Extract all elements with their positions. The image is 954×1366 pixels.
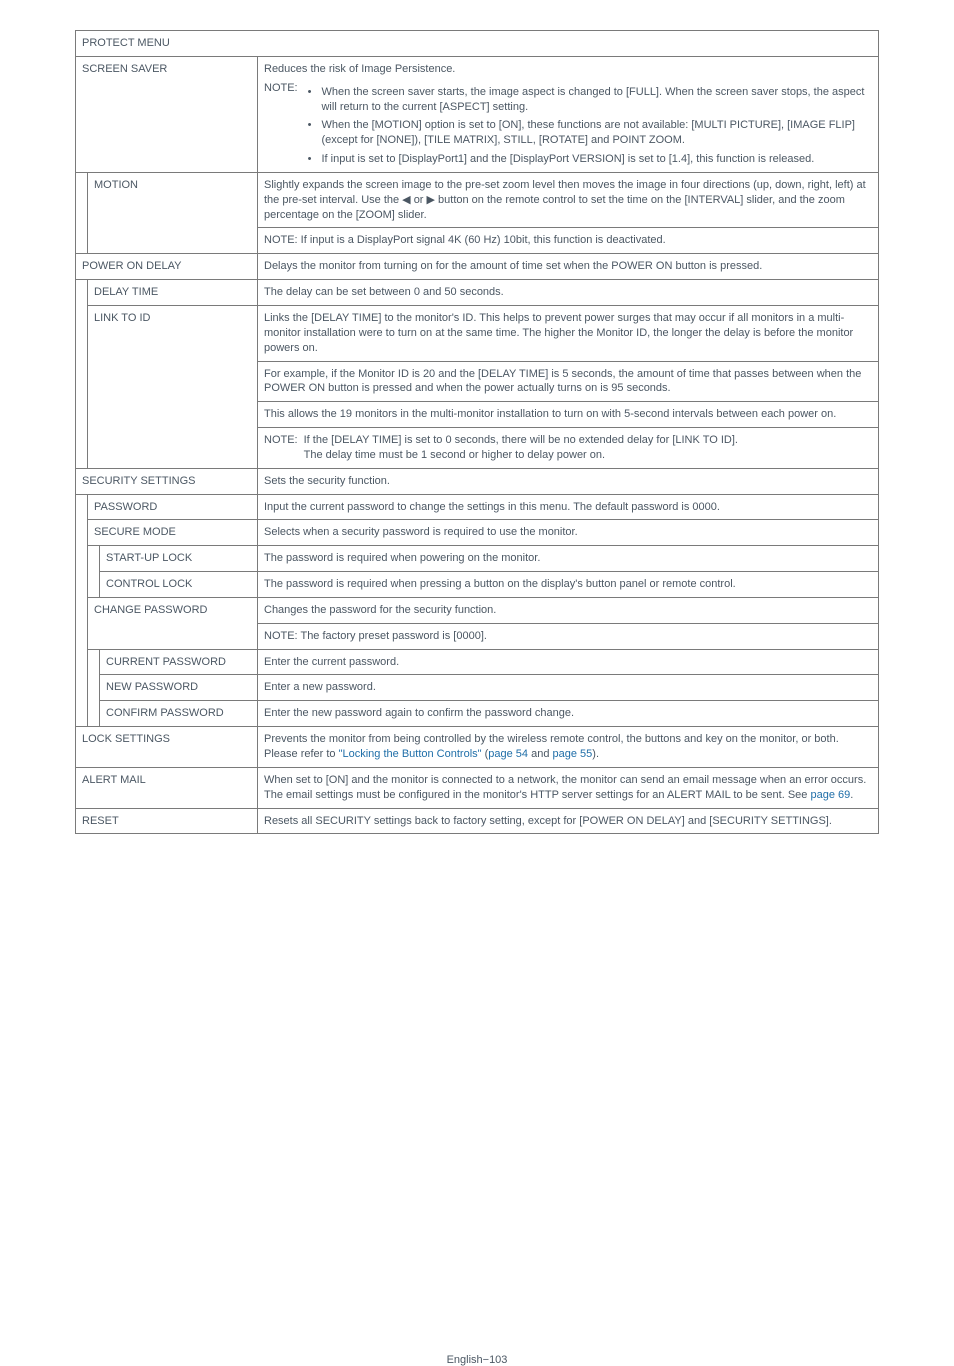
security-settings-label: SECURITY SETTINGS	[76, 468, 258, 494]
new-password-desc: Enter a new password.	[258, 675, 879, 701]
link-to-id-p1: Links the [DELAY TIME] to the monitor's …	[258, 305, 879, 361]
screen-saver-note-2: When the [MOTION] option is set to [ON],…	[321, 118, 872, 148]
alert-mail-desc: When set to [ON] and the monitor is conn…	[258, 767, 879, 808]
screen-saver-desc: Reduces the risk of Image Persistence. N…	[258, 56, 879, 172]
power-on-delay-label: POWER ON DELAY	[76, 254, 258, 280]
current-password-label: CURRENT PASSWORD	[100, 649, 258, 675]
lock-settings-link2[interactable]: page 54	[488, 748, 528, 760]
screen-saver-notes: When the screen saver starts, the image …	[304, 81, 872, 167]
table-header: PROTECT MENU	[76, 31, 879, 57]
indent-cell	[88, 649, 100, 727]
current-password-desc: Enter the current password.	[258, 649, 879, 675]
lock-settings-link1[interactable]: "Locking the Button Controls"	[339, 748, 482, 760]
lock-settings-link3[interactable]: page 55	[553, 748, 593, 760]
lock-settings-post: ).	[592, 748, 599, 760]
confirm-password-desc: Enter the new password again to confirm …	[258, 701, 879, 727]
link-to-id-label: LINK TO ID	[88, 305, 258, 468]
indent-cell	[76, 494, 88, 727]
note-label: NOTE:	[264, 81, 298, 96]
secure-mode-label: SECURE MODE	[88, 520, 258, 546]
password-label: PASSWORD	[88, 494, 258, 520]
motion-desc: Slightly expands the screen image to the…	[258, 172, 879, 228]
secure-mode-desc: Selects when a security password is requ…	[258, 520, 879, 546]
screen-saver-intro: Reduces the risk of Image Persistence.	[264, 62, 872, 77]
alert-mail-label: ALERT MAIL	[76, 767, 258, 808]
startup-lock-desc: The password is required when powering o…	[258, 546, 879, 572]
confirm-password-label: CONFIRM PASSWORD	[100, 701, 258, 727]
startup-lock-label: START-UP LOCK	[100, 546, 258, 572]
change-password-note: NOTE: The factory preset password is [00…	[258, 623, 879, 649]
reset-label: RESET	[76, 808, 258, 834]
link-to-id-note: NOTE: If the [DELAY TIME] is set to 0 se…	[258, 428, 879, 469]
control-lock-label: CONTROL LOCK	[100, 572, 258, 598]
alert-mail-pre: When set to [ON] and the monitor is conn…	[264, 774, 866, 801]
motion-label: MOTION	[88, 172, 258, 253]
screen-saver-note-1: When the screen saver starts, the image …	[321, 85, 872, 115]
link-to-id-p3: This allows the 19 monitors in the multi…	[258, 402, 879, 428]
change-password-label: CHANGE PASSWORD	[88, 597, 258, 649]
delay-time-desc: The delay can be set between 0 and 50 se…	[258, 280, 879, 306]
password-desc: Input the current password to change the…	[258, 494, 879, 520]
lock-settings-and: and	[528, 748, 552, 760]
lock-settings-label: LOCK SETTINGS	[76, 727, 258, 768]
delay-time-label: DELAY TIME	[88, 280, 258, 306]
control-lock-desc: The password is required when pressing a…	[258, 572, 879, 598]
screen-saver-note-3: If input is set to [DisplayPort1] and th…	[321, 152, 814, 167]
reset-desc: Resets all SECURITY settings back to fac…	[258, 808, 879, 834]
page-footer: English−103	[75, 1354, 879, 1366]
lock-settings-desc: Prevents the monitor from being controll…	[258, 727, 879, 768]
alert-mail-post: .	[850, 789, 853, 801]
link-to-id-note2: The delay time must be 1 second or highe…	[304, 448, 738, 463]
indent-cell	[76, 280, 88, 469]
power-on-delay-desc: Delays the monitor from turning on for t…	[258, 254, 879, 280]
link-to-id-p2: For example, if the Monitor ID is 20 and…	[258, 361, 879, 402]
motion-note: NOTE: If input is a DisplayPort signal 4…	[258, 228, 879, 254]
indent-cell	[88, 546, 100, 598]
new-password-label: NEW PASSWORD	[100, 675, 258, 701]
security-settings-desc: Sets the security function.	[258, 468, 879, 494]
protect-menu-table: PROTECT MENU SCREEN SAVER Reduces the ri…	[75, 30, 879, 834]
change-password-p1: Changes the password for the security fu…	[258, 597, 879, 623]
indent-cell	[76, 172, 88, 253]
note-label: NOTE:	[264, 433, 298, 448]
link-to-id-note1: If the [DELAY TIME] is set to 0 seconds,…	[304, 433, 738, 448]
alert-mail-link[interactable]: page 69	[810, 789, 850, 801]
screen-saver-label: SCREEN SAVER	[76, 56, 258, 172]
